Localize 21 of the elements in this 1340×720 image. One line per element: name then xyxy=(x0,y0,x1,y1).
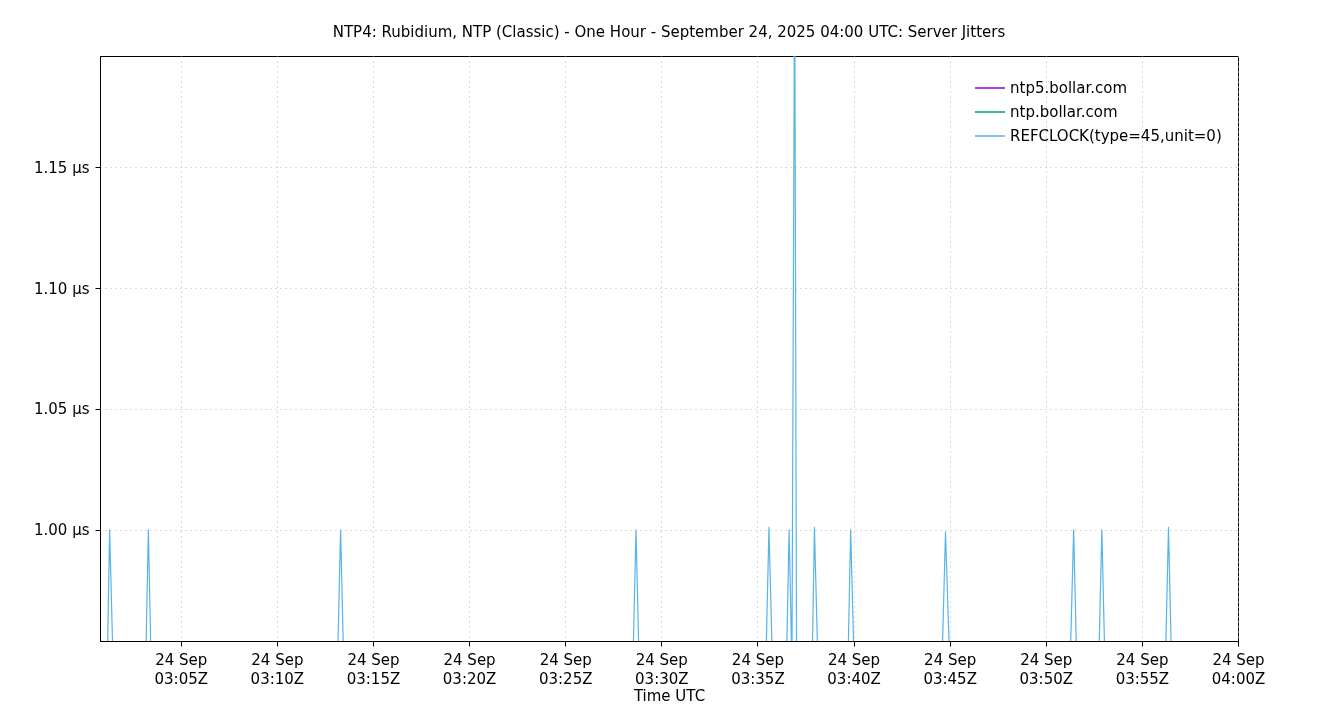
x-tick-label: 24 Sep 03:10Z xyxy=(250,650,305,688)
legend-label: ntp.bollar.com xyxy=(1010,103,1118,121)
x-tick-label: 24 Sep 03:15Z xyxy=(346,650,401,688)
x-tick-label: 24 Sep 03:05Z xyxy=(154,650,208,688)
y-tick-label: 1.05 µs xyxy=(33,400,90,419)
x-tick-label: 24 Sep 04:00Z xyxy=(1211,650,1266,688)
legend-label: ntp5.bollar.com xyxy=(1010,79,1128,97)
legend-label: REFCLOCK(type=45,unit=0) xyxy=(1010,127,1222,145)
y-tick-label: 1.10 µs xyxy=(33,279,90,298)
x-axis-title: Time UTC xyxy=(632,686,706,705)
y-tick-label: 1.00 µs xyxy=(33,521,90,540)
chart-title: NTP4: Rubidium, NTP (Classic) - One Hour - September 24, 2025 04:00 UTC: Server Jitters xyxy=(332,23,1006,41)
x-tick-label: 24 Sep 03:20Z xyxy=(442,650,497,688)
x-tick-label: 24 Sep 03:30Z xyxy=(635,650,689,688)
x-tick-label: 24 Sep 03:45Z xyxy=(923,650,977,688)
x-tick-label: 24 Sep 03:55Z xyxy=(1115,650,1170,688)
x-tick-label: 24 Sep 03:25Z xyxy=(538,650,593,688)
x-tick-label: 24 Sep 03:50Z xyxy=(1019,650,1074,688)
y-tick-label: 1.15 µs xyxy=(33,158,90,177)
x-tick-label: 24 Sep 03:35Z xyxy=(731,650,785,688)
x-tick-label: 24 Sep 03:40Z xyxy=(827,650,881,688)
